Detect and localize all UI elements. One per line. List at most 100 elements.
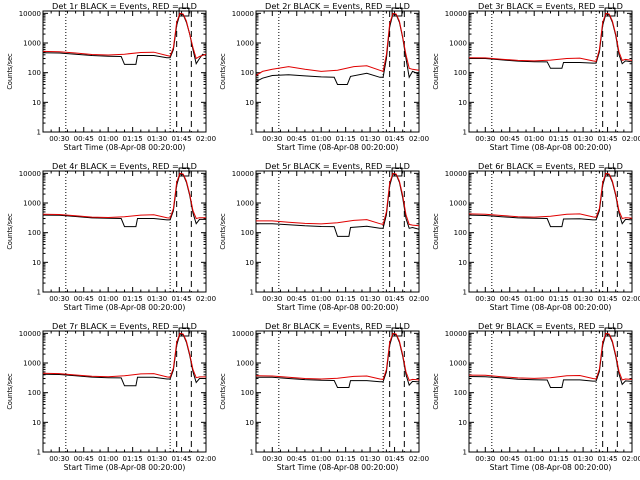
y-tick-label: 10000: [445, 330, 467, 338]
x-tick-label: 01:30: [573, 455, 593, 463]
x-tick-label: 01:00: [98, 455, 118, 463]
x-tick-label: 00:30: [475, 295, 495, 303]
y-tick-label: 1000: [449, 40, 467, 48]
y-tick-label: 100: [28, 389, 41, 397]
x-tick-label: 01:00: [311, 135, 331, 143]
x-tick-label: 01:45: [384, 135, 404, 143]
y-tick-label: 1: [37, 129, 41, 137]
lld-series-line: [469, 332, 632, 381]
x-tick-label: 01:45: [384, 295, 404, 303]
x-tick-label: 01:00: [524, 455, 544, 463]
x-tick-label: 01:15: [336, 455, 356, 463]
detector-panel-9: Det 9r BLACK = Events, RED = LLD 1 10 100 10…: [432, 321, 640, 472]
lld-series-line: [469, 172, 632, 220]
y-tick-label: 10: [32, 419, 41, 427]
y-axis-label: Counts/sec: [432, 53, 440, 90]
plot-frame: [42, 330, 207, 453]
x-tick-label: 01:15: [549, 295, 569, 303]
y-tick-label: 100: [241, 229, 254, 237]
x-tick-label: 02:00: [622, 295, 640, 303]
y-tick-label: 1000: [236, 360, 254, 368]
y-tick-label: 10000: [445, 10, 467, 18]
detector-panel-5: Det 5r BLACK = Events, RED = LLD 1 10 100 10…: [219, 161, 429, 312]
panel-title: Det 5r BLACK = Events, RED = LLD: [265, 161, 410, 171]
detector-panel-2: Det 2r BLACK = Events, RED = LLD 1 10 100 10…: [219, 1, 429, 152]
y-tick-label: 1000: [449, 200, 467, 208]
plot-frame: [468, 170, 633, 293]
x-tick-label: 00:45: [287, 295, 307, 303]
y-tick-label: 10000: [232, 330, 254, 338]
y-tick-label: 1000: [449, 360, 467, 368]
x-tick-label: 00:45: [287, 455, 307, 463]
x-tick-label: 01:00: [98, 295, 118, 303]
x-tick-label: 01:15: [123, 455, 143, 463]
x-tick-label: 01:00: [311, 455, 331, 463]
y-tick-label: 10000: [445, 170, 467, 178]
events-series-line: [43, 333, 206, 387]
x-tick-label: 01:00: [98, 135, 118, 143]
lld-series-line: [469, 12, 632, 62]
plot-frame: [255, 170, 420, 293]
detector-panel-7: Det 7r BLACK = Events, RED = LLD 1 10 100 10…: [6, 321, 216, 472]
detector-panel-4: Det 4r BLACK = Events, RED = LLD 1 10 100 10…: [6, 161, 216, 312]
x-tick-label: 01:30: [147, 135, 167, 143]
panel-title: Det 1r BLACK = Events, RED = LLD: [52, 1, 197, 11]
x-tick-label: 00:30: [262, 455, 282, 463]
x-tick-label: 02:00: [409, 135, 429, 143]
y-tick-label: 10: [245, 419, 254, 427]
x-tick-label: 00:30: [49, 295, 69, 303]
x-tick-label: 01:15: [123, 295, 143, 303]
x-tick-label: 01:45: [171, 135, 191, 143]
y-tick-label: 100: [241, 389, 254, 397]
y-tick-label: 1: [37, 449, 41, 457]
x-tick-label: 01:00: [524, 295, 544, 303]
x-tick-label: 01:30: [360, 135, 380, 143]
detector-panel-3: Det 3r BLACK = Events, RED = LLD 1 10 100 10…: [432, 1, 640, 152]
y-tick-label: 1000: [23, 360, 41, 368]
x-tick-label: 01:15: [549, 135, 569, 143]
y-axis-label: Counts/sec: [6, 373, 14, 410]
y-tick-label: 10: [458, 99, 467, 107]
x-tick-label: 01:15: [336, 135, 356, 143]
x-axis-label: Start Time (08-Apr-08 00:20:00): [64, 143, 186, 152]
y-tick-label: 10000: [232, 10, 254, 18]
y-tick-label: 100: [241, 69, 254, 77]
y-tick-label: 1: [250, 449, 254, 457]
x-tick-label: 00:45: [500, 455, 520, 463]
x-tick-label: 01:30: [360, 455, 380, 463]
x-axis-label: Start Time (08-Apr-08 00:20:00): [490, 463, 612, 472]
detector-panel-6: Det 6r BLACK = Events, RED = LLD 1 10 100 10…: [432, 161, 640, 312]
y-tick-label: 100: [454, 69, 467, 77]
x-tick-label: 02:00: [409, 455, 429, 463]
y-axis-label: Counts/sec: [432, 373, 440, 410]
x-tick-label: 01:15: [549, 455, 569, 463]
y-tick-label: 100: [454, 229, 467, 237]
lld-series-line: [43, 332, 206, 379]
y-axis-label: Counts/sec: [6, 213, 14, 250]
events-series-line: [256, 333, 419, 388]
plot-frame: [468, 10, 633, 133]
x-tick-label: 00:30: [262, 295, 282, 303]
y-tick-label: 1000: [236, 200, 254, 208]
detector-panel-1: Det 1r BLACK = Events, RED = LLD 1 10 100 10…: [6, 1, 216, 152]
events-series-line: [469, 173, 632, 228]
x-tick-label: 01:30: [147, 295, 167, 303]
lld-series-line: [43, 172, 206, 220]
x-tick-label: 01:15: [336, 295, 356, 303]
plot-frame: [42, 170, 207, 293]
x-tick-label: 01:00: [524, 135, 544, 143]
x-tick-label: 02:00: [196, 295, 216, 303]
y-tick-label: 1: [250, 129, 254, 137]
y-tick-label: 1: [463, 449, 467, 457]
y-tick-label: 1: [463, 129, 467, 137]
lld-series-line: [256, 172, 419, 227]
events-series-line: [43, 13, 206, 65]
x-tick-label: 00:45: [74, 455, 94, 463]
x-tick-label: 01:15: [123, 135, 143, 143]
x-tick-label: 02:00: [409, 295, 429, 303]
x-axis-label: Start Time (08-Apr-08 00:20:00): [490, 303, 612, 312]
lld-series-line: [256, 12, 419, 76]
y-tick-label: 10: [32, 99, 41, 107]
x-tick-label: 00:30: [49, 135, 69, 143]
panel-title: Det 9r BLACK = Events, RED = LLD: [478, 321, 623, 331]
